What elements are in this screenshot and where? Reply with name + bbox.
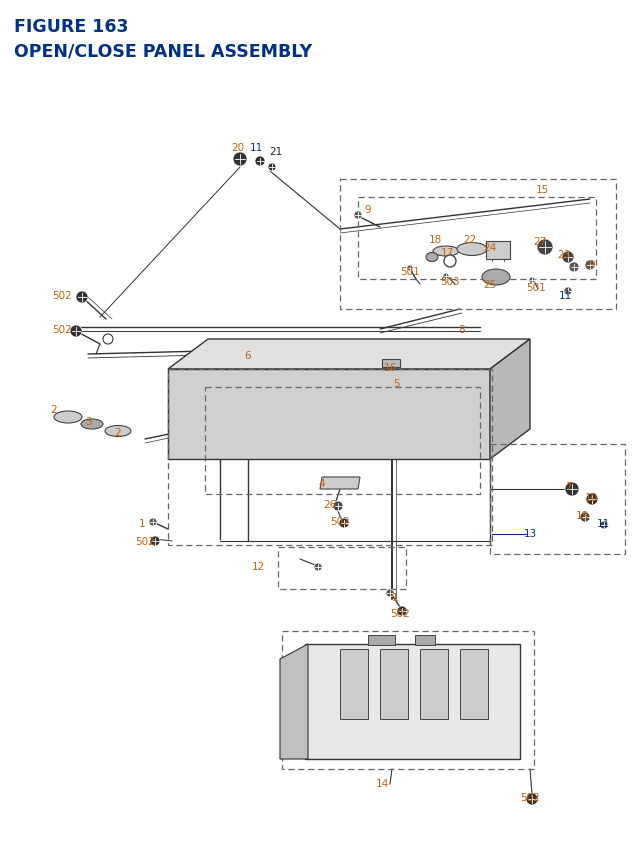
Text: 22: 22 [463,235,477,245]
Text: 23: 23 [557,250,571,260]
Text: 11: 11 [596,518,610,529]
Bar [282,631,534,769]
Text: FIGURE 163: FIGURE 163 [14,18,129,36]
Circle shape [339,518,349,529]
Text: 1: 1 [139,518,145,529]
Polygon shape [305,644,520,759]
Circle shape [444,256,456,268]
Text: 21: 21 [269,147,283,157]
Circle shape [103,335,113,344]
Circle shape [150,536,160,547]
Bar [278,548,406,589]
Circle shape [585,261,595,270]
Text: 15: 15 [536,185,548,195]
Text: 27: 27 [533,237,547,247]
Text: 11: 11 [558,291,572,300]
Text: 502: 502 [52,325,72,335]
Polygon shape [490,339,530,460]
Text: 11: 11 [250,143,262,152]
Ellipse shape [433,247,459,257]
Polygon shape [280,644,308,759]
Circle shape [569,263,579,273]
Polygon shape [320,478,360,489]
Polygon shape [460,649,488,719]
Circle shape [580,512,590,523]
Circle shape [562,251,574,263]
Circle shape [314,563,322,572]
Circle shape [586,493,598,505]
Circle shape [526,793,538,805]
Polygon shape [168,339,530,369]
Text: 2: 2 [51,405,58,414]
Bar [358,198,596,280]
Text: 5: 5 [393,379,399,388]
Circle shape [233,152,247,167]
Ellipse shape [457,243,487,257]
Circle shape [354,212,362,220]
Text: 20: 20 [232,143,244,152]
Text: 1: 1 [392,592,398,603]
Bar [340,180,616,310]
Bar [205,387,480,494]
Circle shape [149,518,157,526]
Polygon shape [368,635,395,645]
Text: 3: 3 [84,417,92,426]
Circle shape [333,501,343,511]
Text: 19: 19 [575,511,589,520]
Circle shape [407,266,413,272]
Polygon shape [420,649,448,719]
Text: 6: 6 [244,350,252,361]
Circle shape [565,482,579,497]
Polygon shape [415,635,435,645]
Polygon shape [340,649,368,719]
Circle shape [537,239,553,256]
Text: 8: 8 [459,325,465,335]
Text: 18: 18 [428,235,442,245]
Circle shape [529,278,535,283]
Polygon shape [168,369,490,460]
Text: 7: 7 [564,481,572,492]
Ellipse shape [105,426,131,437]
Text: 24: 24 [483,243,497,253]
Ellipse shape [81,419,103,430]
Circle shape [76,292,88,304]
Circle shape [443,274,449,280]
Text: 503: 503 [440,276,460,287]
Circle shape [564,288,572,295]
Text: 14: 14 [376,778,388,788]
Bar [168,369,492,545]
Text: 2: 2 [115,428,122,437]
Polygon shape [380,649,408,719]
Polygon shape [486,242,510,260]
Text: 13: 13 [524,529,536,538]
Ellipse shape [482,269,510,286]
Text: 16: 16 [383,362,397,373]
Text: 9: 9 [365,205,371,214]
Text: 4: 4 [319,479,325,488]
Text: 9: 9 [589,260,595,269]
Circle shape [268,164,276,172]
Circle shape [386,589,394,598]
Text: 17: 17 [440,248,454,257]
Text: OPEN/CLOSE PANEL ASSEMBLY: OPEN/CLOSE PANEL ASSEMBLY [14,42,312,60]
Circle shape [255,157,265,167]
Text: 502: 502 [520,792,540,802]
Text: 501: 501 [526,282,546,293]
Text: 12: 12 [252,561,264,572]
Text: 10: 10 [584,492,598,503]
Text: 502: 502 [390,608,410,618]
Text: 26: 26 [323,499,337,510]
Ellipse shape [54,412,82,424]
Circle shape [600,522,608,530]
Circle shape [397,606,407,616]
Text: 502: 502 [52,291,72,300]
Text: 502: 502 [135,536,155,547]
Text: 25: 25 [483,280,497,289]
Text: 501: 501 [400,267,420,276]
Ellipse shape [426,253,438,263]
Circle shape [70,325,82,338]
Bar [490,444,625,554]
Polygon shape [382,360,400,368]
Text: 502: 502 [330,517,350,526]
